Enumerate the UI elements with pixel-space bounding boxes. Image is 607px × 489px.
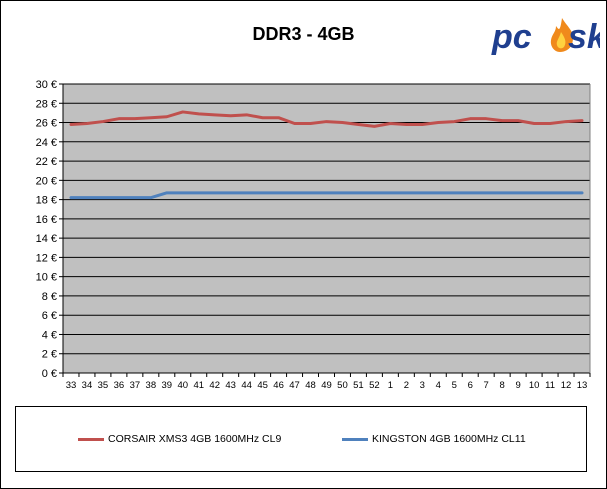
x-tick-label: 8 [500,380,505,391]
x-tick-label: 12 [561,380,572,391]
x-tick-label: 45 [257,380,268,391]
legend-label-corsair: CORSAIR XMS3 4GB 1600MHz CL9 [108,433,282,445]
legend-swatch-corsair [78,437,104,441]
x-tick-label: 5 [452,380,457,391]
legend-item-corsair: CORSAIR XMS3 4GB 1600MHz CL9 [78,432,281,446]
y-tick-label: 4 € [42,329,57,341]
y-tick-label: 24 € [36,137,57,149]
chart-title: DDR3 - 4GB [252,24,355,44]
x-tick-label: 3 [420,380,425,391]
x-tick-label: 42 [209,380,220,391]
x-tick-label: 6 [468,380,473,391]
y-tick-label: 16 € [36,214,57,226]
x-tick-label: 38 [146,380,157,391]
x-tick-label: 1 [388,380,393,391]
series-line-kingston [69,191,584,200]
legend: CORSAIR XMS3 4GB 1600MHz CL9 KINGSTON 4G… [15,406,587,472]
x-tick-label: 13 [577,380,588,391]
y-tick-label: 8 € [42,291,57,303]
x-tick-label: 48 [305,380,316,391]
y-tick-label: 14 € [36,233,57,245]
x-tick-label: 52 [369,380,380,391]
y-tick-label: 6 € [42,310,57,322]
series-line-corsair [69,110,584,128]
x-tick-label: 9 [515,380,520,391]
y-tick-label: 10 € [36,272,57,284]
x-tick-label: 47 [289,380,300,391]
x-tick-label: 39 [162,380,173,391]
y-tick-label: 30 € [36,79,57,91]
x-tick-label: 44 [241,380,252,391]
x-tick-label: 37 [130,380,141,391]
x-tick-label: 43 [225,380,236,391]
y-tick-label: 22 € [36,156,57,168]
y-tick-label: 20 € [36,175,57,187]
logo-text-pc: pc [491,18,532,56]
pcask-logo: pc sk [491,18,600,56]
legend-label-kingston: KINGSTON 4GB 1600MHz CL11 [372,433,526,445]
y-tick-label: 18 € [36,195,57,207]
x-tick-label: 40 [177,380,188,391]
plot-area [63,84,590,373]
x-tick-label: 33 [66,380,77,391]
x-tick-label: 4 [436,380,441,391]
legend-item-kingston: KINGSTON 4GB 1600MHz CL11 [342,432,526,446]
x-tick-label: 34 [82,380,93,391]
logo-flame [550,18,574,52]
x-tick-label: 49 [321,380,332,391]
x-tick-label: 51 [353,380,364,391]
x-tick-label: 7 [484,380,489,391]
x-tick-label: 41 [193,380,204,391]
x-tick-label: 36 [114,380,125,391]
logo-text-sk: sk [568,18,600,56]
x-tick-label: 50 [337,380,348,391]
x-tick-label: 2 [404,380,409,391]
x-tick-label: 35 [98,380,109,391]
legend-swatch-kingston [342,437,368,441]
y-tick-label: 26 € [36,118,57,130]
y-tick-label: 12 € [36,252,57,264]
x-tick-label: 11 [545,380,555,391]
y-tick-label: 2 € [42,349,57,361]
y-tick-label: 28 € [36,98,57,110]
x-tick-label: 46 [273,380,284,391]
y-tick-label: 0 € [42,368,57,380]
x-tick-label: 10 [529,380,540,391]
